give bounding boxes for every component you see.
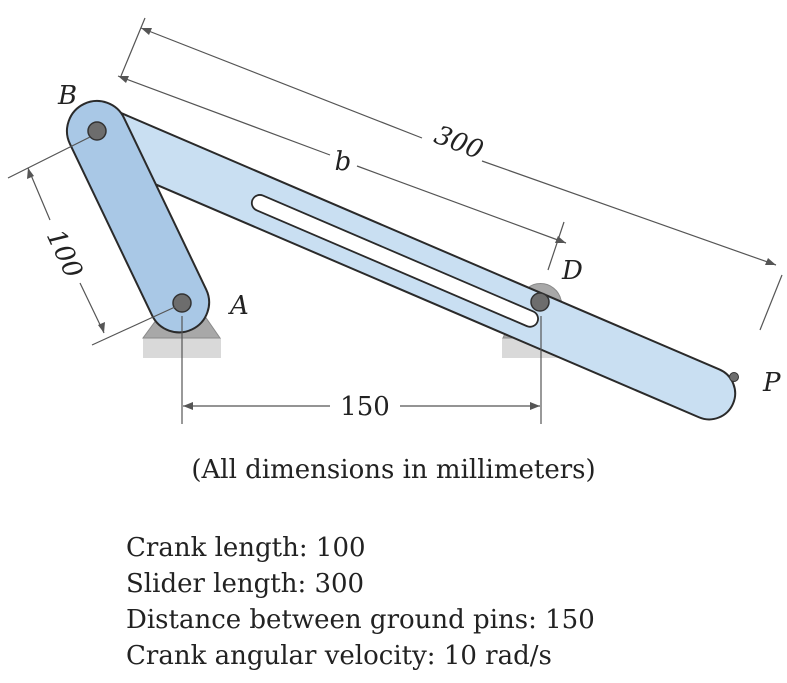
dim-300-label: 300: [430, 120, 487, 166]
pin-b: [87, 121, 107, 141]
slider-slot: [250, 194, 539, 328]
label-a: A: [228, 291, 249, 321]
crank-link: [66, 100, 211, 334]
label-b: B: [57, 81, 77, 111]
spec-slider-length: Slider length: 300: [126, 569, 365, 599]
spec-list: Crank length: 100 Slider length: 300 Dis…: [126, 530, 595, 674]
label-d: D: [561, 256, 583, 286]
dim-300-line: [120, 17, 783, 331]
spec-ground-distance: Distance between ground pins: 150: [126, 605, 595, 635]
dim-100-line: [7, 136, 176, 346]
label-p: P: [762, 368, 781, 398]
dim-100-label: 100: [40, 225, 88, 283]
dim-b-label: b: [335, 147, 352, 177]
dim-150-label: 150: [340, 392, 390, 422]
mechanism-diagram: 300 b 100 150 B A D P: [7, 17, 783, 424]
dim-150-line: [181, 316, 542, 424]
units-caption: (All dimensions in millimeters): [191, 455, 596, 485]
pin-d: [530, 292, 550, 312]
pin-a: [172, 293, 192, 313]
dim-b-line: [117, 75, 567, 271]
spec-angular-velocity: Crank angular velocity: 10 rad/s: [126, 641, 552, 671]
spec-crank-length: Crank length: 100: [126, 533, 366, 563]
point-p-marker: [729, 372, 739, 382]
